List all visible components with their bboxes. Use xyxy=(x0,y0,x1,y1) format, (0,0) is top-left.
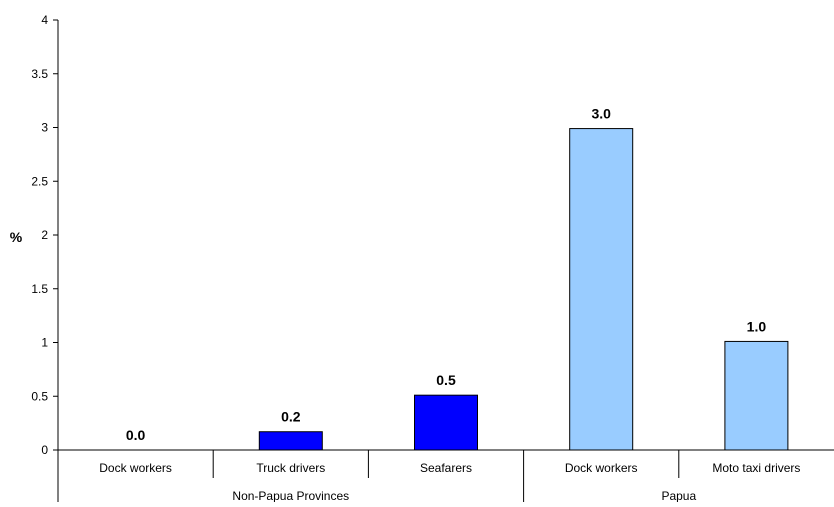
x-category-label: Moto taxi drivers xyxy=(712,461,800,475)
y-tick-label: 0 xyxy=(41,443,48,457)
y-tick-label: 3.5 xyxy=(31,67,48,81)
y-axis: 0 0.5 1 1.5 2 2.5 3 3.5 4 xyxy=(31,13,59,502)
bar-value-label: 1.0 xyxy=(747,318,767,334)
y-tick-label: 1 xyxy=(41,336,48,350)
x-group-label: Non-Papua Provinces xyxy=(232,489,349,502)
x-category-label: Dock workers xyxy=(99,461,172,475)
y-tick-label: 4 xyxy=(41,13,48,27)
bar xyxy=(414,394,478,451)
bars xyxy=(258,128,789,451)
y-tick-label: 0.5 xyxy=(31,389,48,403)
y-tick-label: 2 xyxy=(41,228,48,242)
x-category-label: Truck drivers xyxy=(256,461,325,475)
x-category-label: Seafarers xyxy=(420,461,472,475)
y-axis-label: % xyxy=(10,229,23,245)
y-tick-label: 2.5 xyxy=(31,174,48,188)
x-axis: Dock workers Truck drivers Seafarers Dock w… xyxy=(58,449,834,503)
bar xyxy=(724,340,789,451)
bar xyxy=(258,431,323,451)
x-category-label: Dock workers xyxy=(565,461,638,475)
data-labels: 0.0 0.2 0.5 3.0 1.0 xyxy=(126,106,766,443)
bar-value-label: 0.2 xyxy=(281,409,301,425)
bar-value-label: 0.5 xyxy=(436,372,456,388)
y-tick-label: 3 xyxy=(41,121,48,135)
bar-value-label: 3.0 xyxy=(591,106,611,122)
bar-value-label: 0.0 xyxy=(126,427,146,443)
y-tick-label: 1.5 xyxy=(31,282,48,296)
bar xyxy=(569,128,634,451)
x-group-label: Papua xyxy=(661,489,696,502)
